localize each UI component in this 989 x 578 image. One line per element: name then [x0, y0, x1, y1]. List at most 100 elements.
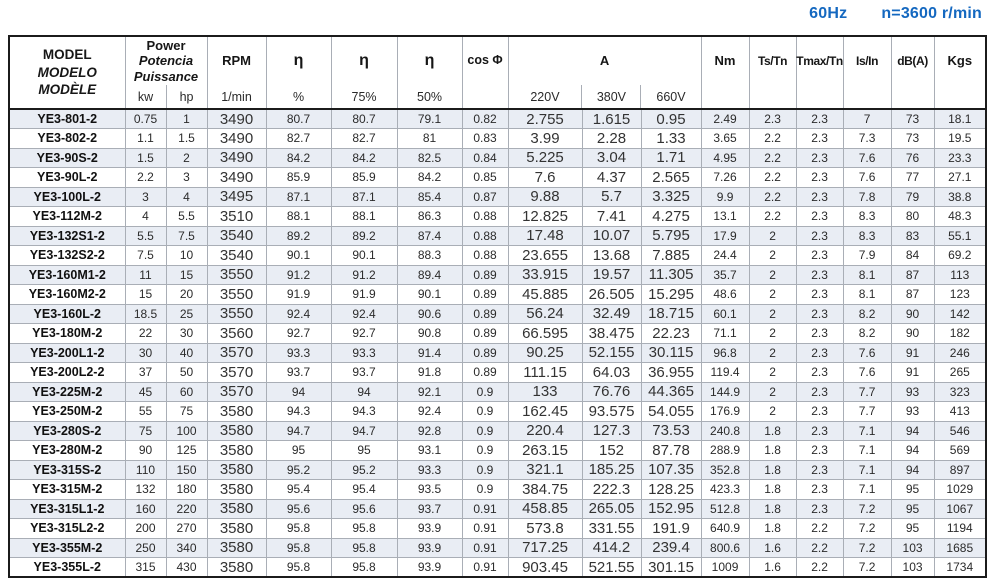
- cell-eta-100: 94.3: [265, 401, 332, 422]
- cell-eta-100: 91.9: [265, 284, 332, 305]
- cell-model: YE3-315M-2: [8, 479, 126, 500]
- cell-hp: 50: [165, 362, 208, 383]
- cell-model: YE3-112M-2: [8, 206, 126, 227]
- cell-kgs: 23.3: [933, 147, 987, 168]
- cell-model: YE3-132S1-2: [8, 225, 126, 246]
- cell-a-220v: 9.88: [507, 186, 583, 207]
- cell-kw: 315: [124, 557, 167, 578]
- cell-kw: 22: [124, 323, 167, 344]
- cell-kgs: 265: [933, 362, 987, 383]
- cell-hp: 40: [165, 342, 208, 363]
- cell-a-220v: 7.6: [507, 167, 583, 188]
- cell-dba: 87: [890, 284, 935, 305]
- cell-a-380v: 127.3: [581, 420, 642, 441]
- cell-hp: 1.5: [165, 128, 208, 149]
- table-row: YE3-355L-2 315 430 3580 95.8 95.8 93.9 0.91 903.…: [8, 557, 987, 578]
- cell-cos-phi: 0.91: [461, 498, 509, 519]
- cell-a-380v: 52.155: [581, 342, 642, 363]
- cell-eta-75: 95.8: [330, 518, 398, 539]
- cell-tmax-tn: 2.3: [795, 479, 844, 500]
- nm-label: Nm: [714, 52, 736, 68]
- cell-a-660v: 30.115: [640, 342, 702, 363]
- table-row: YE3-132S1-2 5.5 7.5 3540 89.2 89.2 87.4 0.88 17.…: [8, 225, 987, 246]
- cell-rpm: 3580: [206, 498, 267, 519]
- cell-ts-tn: 2.2: [748, 186, 797, 207]
- cell-model: YE3-280M-2: [8, 440, 126, 461]
- cell-tmax-tn: 2.3: [795, 284, 844, 305]
- cell-cos-phi: 0.88: [461, 225, 509, 246]
- current-660v-subheader: 660V: [640, 85, 700, 108]
- cell-model: YE3-315L2-2: [8, 518, 126, 539]
- cell-kgs: 1067: [933, 498, 987, 519]
- cell-model: YE3-802-2: [8, 128, 126, 149]
- cell-is-in: 8.2: [842, 323, 892, 344]
- cell-eta-75: 95: [330, 440, 398, 461]
- cell-eta-50: 90.1: [396, 284, 463, 305]
- cell-a-660v: 4.275: [640, 206, 702, 227]
- cell-rpm: 3490: [206, 128, 267, 149]
- cell-eta-100: 82.7: [265, 128, 332, 149]
- cell-a-380v: 10.07: [581, 225, 642, 246]
- cell-cos-phi: 0.89: [461, 284, 509, 305]
- cell-eta-50: 92.1: [396, 381, 463, 402]
- cell-hp: 10: [165, 245, 208, 266]
- cell-eta-50: 87.4: [396, 225, 463, 246]
- cell-eta-50: 82.5: [396, 147, 463, 168]
- cell-a-660v: 18.715: [640, 303, 702, 324]
- cell-tmax-tn: 2.3: [795, 440, 844, 461]
- cell-eta-100: 85.9: [265, 167, 332, 188]
- cell-kgs: 323: [933, 381, 987, 402]
- cell-hp: 3: [165, 167, 208, 188]
- col-header-ts-tn: Ts/Tn: [748, 35, 797, 110]
- cell-nm: 71.1: [700, 323, 750, 344]
- cell-eta-50: 92.4: [396, 401, 463, 422]
- cell-tmax-tn: 2.3: [795, 342, 844, 363]
- cell-kgs: 897: [933, 459, 987, 480]
- cell-a-660v: 0.95: [640, 108, 702, 129]
- cell-kw: 90: [124, 440, 167, 461]
- cell-a-220v: 17.48: [507, 225, 583, 246]
- eta-75-label: η: [359, 52, 369, 69]
- cell-a-220v: 263.15: [507, 440, 583, 461]
- cell-ts-tn: 2: [748, 323, 797, 344]
- cell-rpm: 3510: [206, 206, 267, 227]
- model-label-fr: MODÈLE: [38, 82, 97, 98]
- cell-ts-tn: 2: [748, 381, 797, 402]
- cell-cos-phi: 0.89: [461, 342, 509, 363]
- cell-nm: 288.9: [700, 440, 750, 461]
- col-header-tmax-tn: Tmax/Tn: [795, 35, 844, 110]
- cell-hp: 2: [165, 147, 208, 168]
- cell-kgs: 1685: [933, 537, 987, 558]
- cell-tmax-tn: 2.3: [795, 401, 844, 422]
- cell-tmax-tn: 2.3: [795, 264, 844, 285]
- cell-kw: 1.5: [124, 147, 167, 168]
- cell-kw: 30: [124, 342, 167, 363]
- cell-model: YE3-200L2-2: [8, 362, 126, 383]
- cell-a-380v: 5.7: [581, 186, 642, 207]
- cell-nm: 119.4: [700, 362, 750, 383]
- cell-eta-100: 94.7: [265, 420, 332, 441]
- cell-ts-tn: 2: [748, 303, 797, 324]
- cell-kw: 45: [124, 381, 167, 402]
- cell-ts-tn: 2: [748, 245, 797, 266]
- cell-a-380v: 331.55: [581, 518, 642, 539]
- model-label-en: MODEL: [42, 47, 92, 63]
- cell-eta-50: 93.1: [396, 440, 463, 461]
- cell-dba: 90: [890, 323, 935, 344]
- cell-rpm: 3570: [206, 381, 267, 402]
- cell-a-220v: 111.15: [507, 362, 583, 383]
- cell-model: YE3-280S-2: [8, 420, 126, 441]
- cell-nm: 9.9: [700, 186, 750, 207]
- cell-model: YE3-132S2-2: [8, 245, 126, 266]
- col-header-cos-phi: cos Φ: [461, 35, 509, 110]
- cell-model: YE3-250M-2: [8, 401, 126, 422]
- eta-50-subheader: 50%: [417, 89, 443, 104]
- cell-cos-phi: 0.87: [461, 186, 509, 207]
- table-row: YE3-180M-2 22 30 3560 92.7 92.7 90.8 0.89 66.595…: [8, 323, 987, 344]
- cell-eta-100: 95: [265, 440, 332, 461]
- is-in-label: Is/In: [856, 53, 879, 68]
- cell-a-660v: 54.055: [640, 401, 702, 422]
- cell-eta-75: 84.2: [330, 147, 398, 168]
- table-body: YE3-801-2 0.75 1 3490 80.7 80.7 79.1 0.82 2.755 1…: [8, 108, 987, 578]
- cell-kgs: 413: [933, 401, 987, 422]
